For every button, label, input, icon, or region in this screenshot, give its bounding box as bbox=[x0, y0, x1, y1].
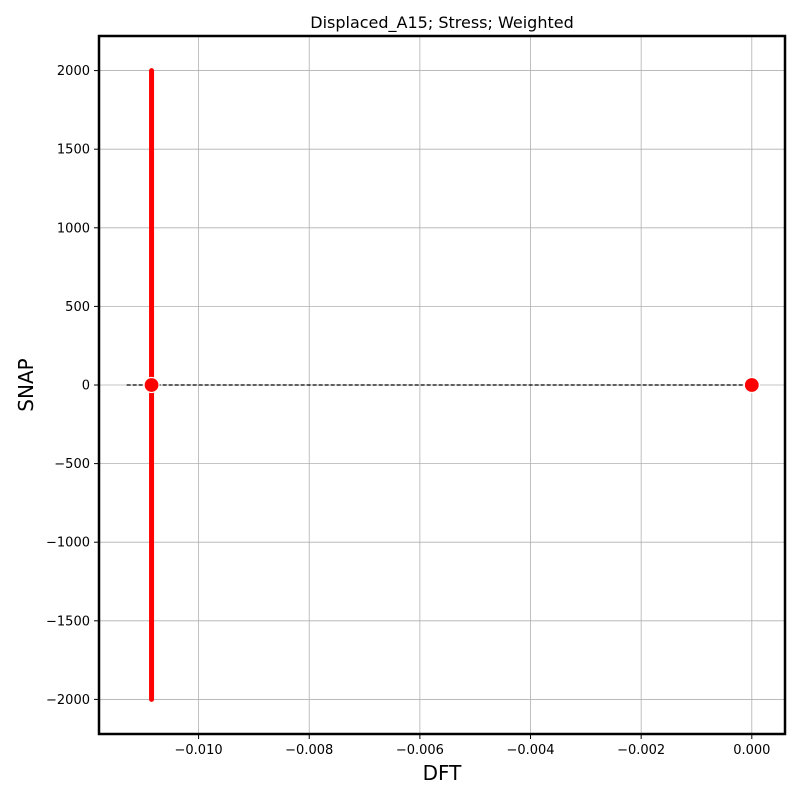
y-tick-label: −500 bbox=[54, 457, 90, 472]
y-tick-label: 1000 bbox=[57, 221, 90, 236]
y-tick-label: 2000 bbox=[57, 64, 90, 79]
y-axis-label: SNAP bbox=[14, 358, 38, 411]
data-marks bbox=[126, 68, 760, 702]
y-tick-label: 0 bbox=[82, 379, 90, 394]
y-tick-label: 1500 bbox=[57, 143, 90, 158]
data-point bbox=[143, 376, 160, 394]
chart-title: Displaced_A15; Stress; Weighted bbox=[310, 13, 573, 33]
y-tick-label: −1500 bbox=[46, 614, 90, 629]
x-tick-label: −0.002 bbox=[617, 743, 665, 758]
y-tick-label: −1000 bbox=[46, 536, 90, 551]
data-point bbox=[743, 376, 760, 394]
x-tick-label: −0.010 bbox=[175, 743, 223, 758]
x-tick-label: 0.000 bbox=[733, 743, 770, 758]
y-tick-label: −2000 bbox=[46, 693, 90, 708]
y-tick-label: 500 bbox=[65, 300, 90, 315]
ticks: −0.010 −0.008 −0.006 −0.004 −0.002 0.000 2000 1… bbox=[46, 64, 770, 758]
x-tick-label: −0.008 bbox=[285, 743, 333, 758]
x-tick-label: −0.004 bbox=[506, 743, 554, 758]
x-tick-label: −0.006 bbox=[396, 743, 444, 758]
plot-frame bbox=[97, 34, 787, 736]
x-axis-label: DFT bbox=[423, 761, 463, 785]
